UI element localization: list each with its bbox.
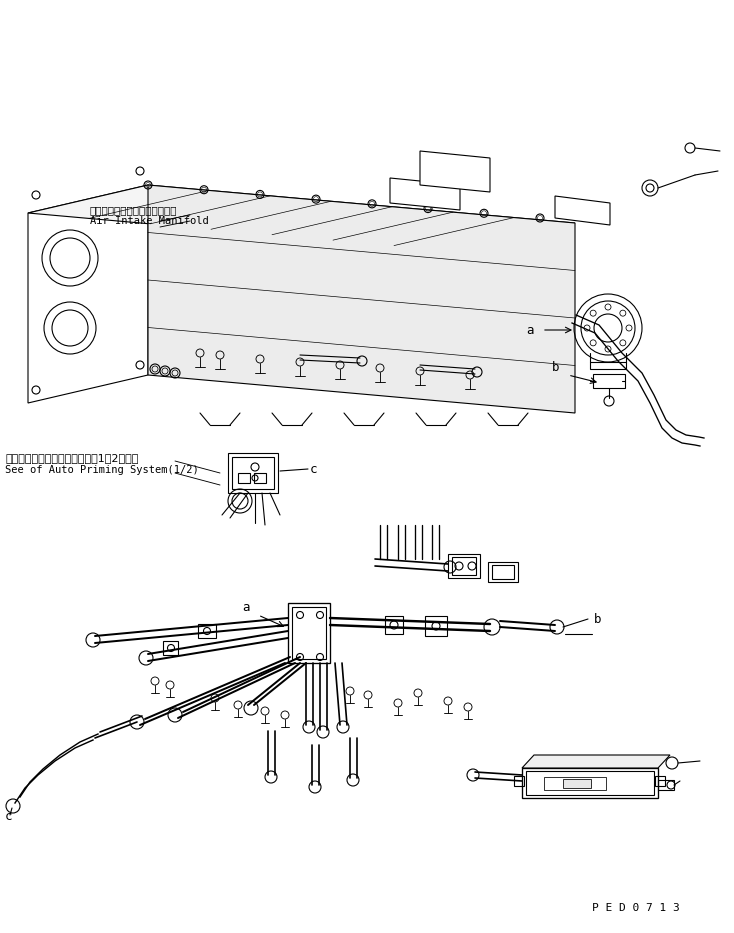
Bar bbox=[292, 607, 326, 659]
Text: b: b bbox=[552, 361, 559, 374]
Polygon shape bbox=[390, 178, 460, 210]
Bar bbox=[526, 771, 654, 795]
Text: b: b bbox=[594, 613, 601, 626]
Polygon shape bbox=[590, 362, 626, 369]
Bar bbox=[514, 776, 524, 786]
Bar bbox=[655, 776, 665, 786]
Polygon shape bbox=[148, 185, 575, 413]
Bar bbox=[425, 616, 447, 636]
Bar bbox=[232, 457, 274, 489]
Polygon shape bbox=[228, 453, 278, 493]
Polygon shape bbox=[28, 185, 575, 251]
Polygon shape bbox=[522, 768, 658, 798]
Bar bbox=[544, 777, 606, 790]
Text: Air Intake Manifold: Air Intake Manifold bbox=[90, 216, 208, 226]
Bar bbox=[448, 554, 480, 578]
Text: エアーインテークマニホールド: エアーインテークマニホールド bbox=[90, 205, 178, 215]
Polygon shape bbox=[28, 185, 148, 403]
Bar bbox=[492, 565, 514, 579]
Polygon shape bbox=[288, 603, 330, 663]
Bar bbox=[254, 473, 266, 483]
Text: P E D 0 7 1 3: P E D 0 7 1 3 bbox=[592, 903, 680, 913]
Polygon shape bbox=[420, 151, 490, 192]
Text: See of Auto Priming System(1/2): See of Auto Priming System(1/2) bbox=[5, 465, 199, 475]
Text: c: c bbox=[310, 463, 318, 476]
Bar bbox=[593, 374, 625, 388]
Bar bbox=[488, 562, 518, 582]
Bar bbox=[385, 616, 403, 634]
Polygon shape bbox=[555, 196, 610, 225]
Text: オートプライミングシステム（1／2）参図: オートプライミングシステム（1／2）参図 bbox=[5, 453, 139, 463]
Bar bbox=[452, 557, 476, 575]
Text: a: a bbox=[242, 601, 250, 614]
Text: c: c bbox=[5, 810, 12, 823]
Bar bbox=[658, 780, 674, 790]
Text: a: a bbox=[526, 324, 534, 337]
Bar bbox=[563, 779, 591, 788]
Bar bbox=[198, 624, 216, 638]
Bar bbox=[163, 641, 178, 655]
Polygon shape bbox=[522, 755, 670, 768]
Bar bbox=[238, 473, 250, 483]
